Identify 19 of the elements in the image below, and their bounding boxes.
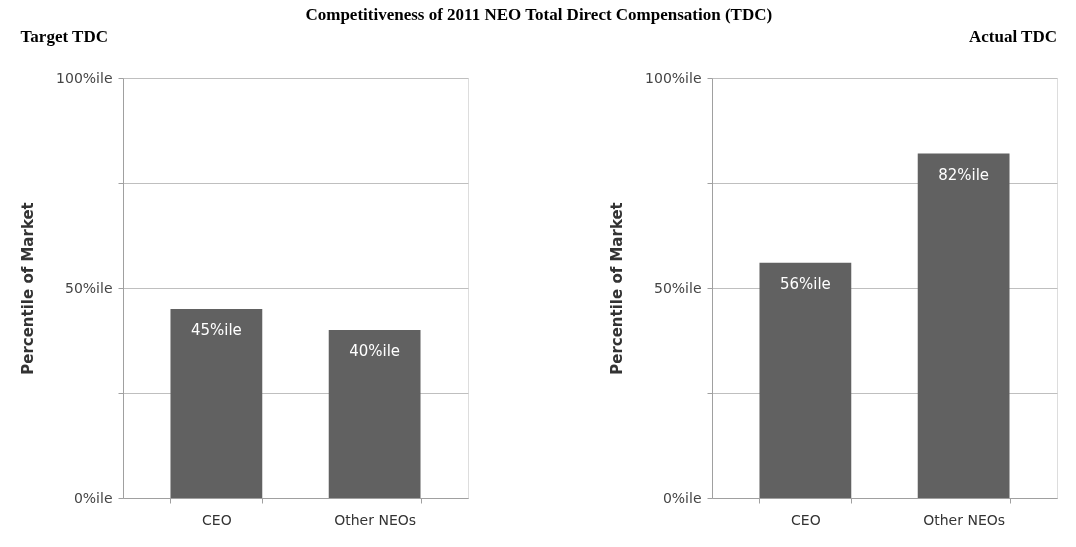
y-tick-label: 50%ile — [64, 279, 113, 296]
y-tick-label: 0%ile — [662, 489, 702, 506]
data-label: 56%ile — [779, 274, 831, 293]
data-label: 40%ile — [349, 342, 401, 360]
data-label: 45%ile — [190, 321, 242, 339]
data-label: 82%ile — [938, 165, 990, 184]
text: Competitiveness of 2011 NEO Total Direct Compensation (TDC) — [305, 4, 773, 24]
x-tick-label: Other NEOs — [923, 511, 1006, 528]
y-axis-title: Percentile of Market — [608, 202, 627, 375]
chart-subtitle: Target TDC — [20, 27, 108, 46]
y-tick-label: 100%ile — [645, 69, 702, 86]
y-tick-label: 100%ile — [56, 69, 113, 86]
chart-subtitle: Actual TDC — [969, 27, 1057, 46]
x-tick-label: CEO — [791, 511, 821, 528]
y-tick-label: 0%ile — [73, 489, 113, 506]
y-axis-title: Percentile of Market — [19, 202, 38, 375]
x-tick-label: Other NEOs — [334, 511, 417, 528]
y-tick-label: 50%ile — [653, 279, 702, 296]
x-tick-label: CEO — [202, 511, 232, 528]
